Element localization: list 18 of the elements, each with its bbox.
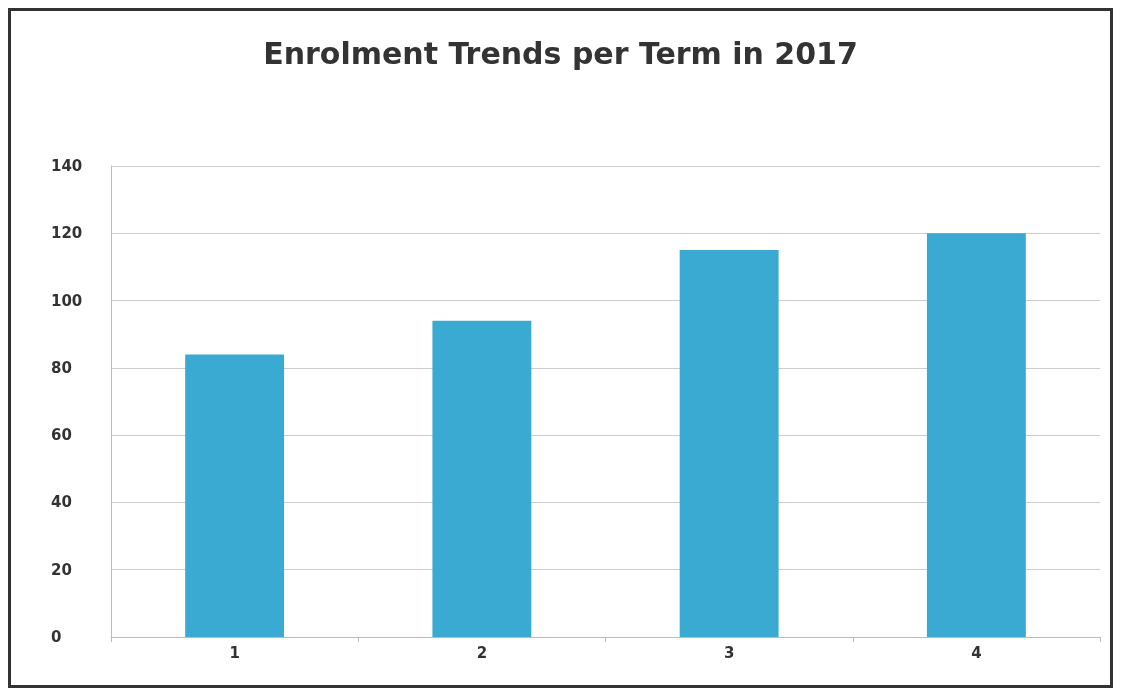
x-tick-label: 4	[971, 643, 982, 662]
y-tick-label: 120	[51, 224, 83, 243]
y-tick-label: 80	[51, 358, 72, 377]
chart-title: Enrolment Trends per Term in 2017	[263, 35, 858, 71]
x-tick-label: 3	[723, 643, 735, 662]
y-tick-label: 0	[51, 628, 62, 646]
y-tick-label: 60	[51, 426, 72, 445]
chart-frame: 0 20 40 60 80 100 120 140 1 2 3 4 Enrolment Trends per Term in 2017	[8, 8, 1113, 688]
bar	[679, 250, 779, 637]
bar	[926, 233, 1026, 637]
x-tick-label: 2	[476, 643, 488, 662]
y-tick-label: 140	[51, 157, 83, 175]
y-tick-label: 100	[51, 291, 83, 310]
y-tick-label: 40	[51, 493, 72, 512]
y-tick-label: 20	[51, 560, 72, 579]
bar	[185, 354, 285, 637]
bar	[432, 320, 532, 637]
x-tick-label: 1	[229, 643, 240, 662]
